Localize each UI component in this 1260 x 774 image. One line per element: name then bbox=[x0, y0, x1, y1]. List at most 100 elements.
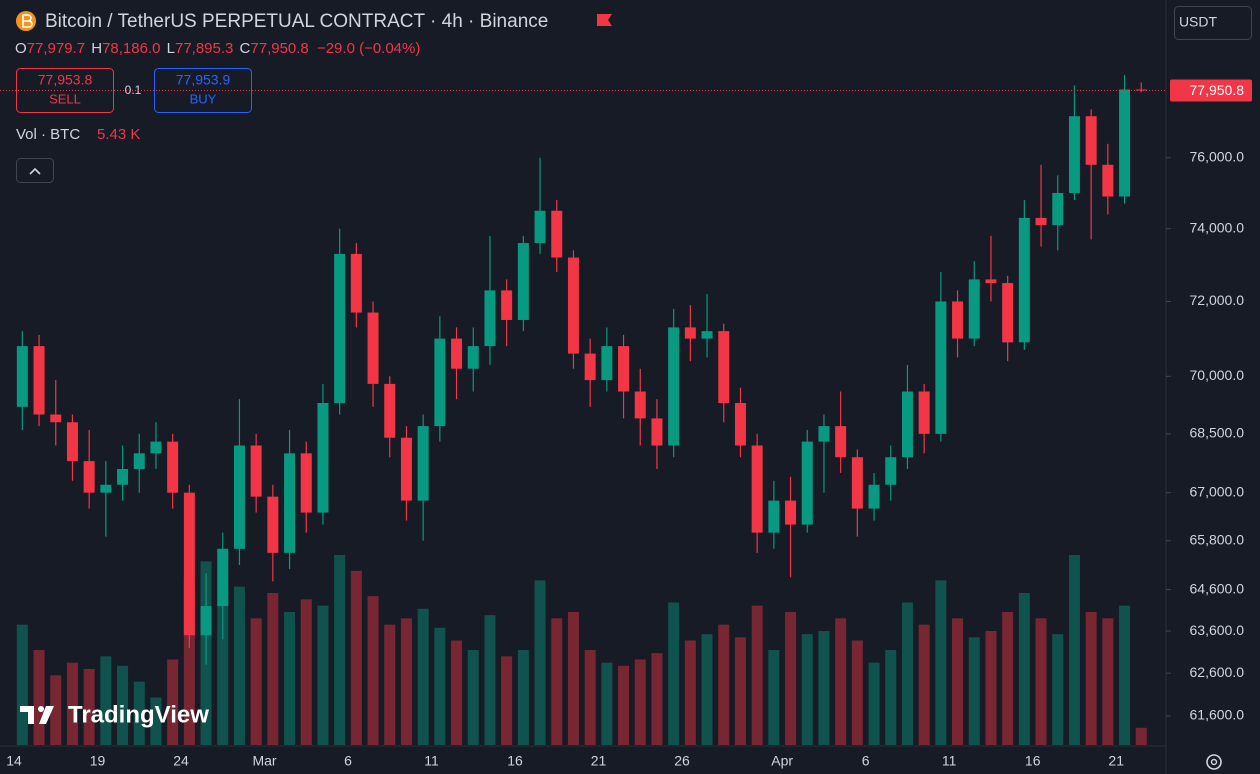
candle-body bbox=[117, 468, 129, 485]
plot-area bbox=[16, 75, 1147, 745]
last-price-box bbox=[1170, 79, 1252, 102]
volume-bar bbox=[317, 605, 329, 745]
candle-body bbox=[935, 301, 947, 434]
volume-bar bbox=[400, 618, 412, 745]
candle-body bbox=[885, 457, 897, 485]
volume-bar bbox=[16, 624, 28, 745]
candle-body bbox=[584, 353, 596, 381]
candle-body bbox=[250, 445, 262, 497]
sell-button[interactable] bbox=[16, 68, 114, 113]
ohlc-label: O bbox=[15, 40, 27, 57]
currency: USDT bbox=[1179, 14, 1218, 30]
symbol-title[interactable]: Bitcoin / TetherUS PERPETUAL CONTRACT · … bbox=[45, 11, 548, 32]
candle-body bbox=[317, 402, 329, 513]
candle-body bbox=[350, 253, 362, 313]
volume-legend: Vol · BTC bbox=[16, 126, 80, 143]
volume-bar bbox=[267, 593, 279, 745]
candle-body bbox=[501, 290, 513, 320]
collapse-button[interactable] bbox=[16, 158, 54, 183]
candle-body bbox=[551, 210, 563, 258]
volume-bar bbox=[601, 662, 613, 745]
volume-bar bbox=[334, 555, 346, 745]
settings-icon bbox=[1210, 758, 1218, 766]
candle-body bbox=[751, 445, 763, 533]
y-tick-label: 70,000.0 bbox=[1190, 367, 1245, 383]
spread: 0.1 bbox=[125, 83, 142, 97]
volume-bar bbox=[501, 656, 513, 745]
currency-button[interactable] bbox=[1174, 6, 1252, 40]
candle-body bbox=[818, 426, 830, 442]
y-tick-label: 68,500.0 bbox=[1190, 425, 1245, 441]
x-tick-label: 21 bbox=[1108, 753, 1124, 769]
ohlc-label: C bbox=[240, 40, 251, 57]
y-tick-label: 76,000.0 bbox=[1190, 148, 1245, 164]
volume-bar bbox=[1052, 634, 1064, 745]
volume-bar bbox=[684, 640, 696, 745]
candle-body bbox=[300, 453, 312, 513]
ohlc-value: 77,895.3 bbox=[175, 40, 233, 57]
volume-bar bbox=[968, 637, 980, 745]
volume-bar bbox=[167, 659, 179, 745]
volume-bar bbox=[734, 637, 746, 745]
volume-bar bbox=[918, 624, 930, 745]
candle-body bbox=[1035, 217, 1047, 226]
settings-icon[interactable] bbox=[1206, 754, 1222, 770]
candle-body bbox=[918, 391, 930, 434]
volume-bar bbox=[818, 631, 830, 745]
candle-body bbox=[484, 290, 496, 347]
volume-bar bbox=[384, 624, 396, 745]
candle-body bbox=[367, 312, 379, 384]
ohlc-value: 77,979.7 bbox=[27, 40, 85, 57]
candle-body bbox=[668, 327, 680, 446]
x-tick-label: 16 bbox=[507, 753, 523, 769]
candle-body bbox=[1018, 217, 1030, 343]
x-tick-label: 26 bbox=[674, 753, 690, 769]
volume-bar bbox=[33, 650, 45, 745]
candle-body bbox=[952, 301, 964, 339]
volume-bar bbox=[751, 605, 763, 745]
volume-bar bbox=[985, 631, 997, 745]
volume-bar bbox=[851, 640, 863, 745]
volume-bar bbox=[434, 627, 446, 745]
x-tick-label: 14 bbox=[6, 753, 22, 769]
candle-body bbox=[1002, 283, 1014, 343]
candle-body bbox=[985, 279, 997, 284]
candle-body bbox=[83, 461, 95, 493]
x-tick-label: Mar bbox=[252, 753, 276, 769]
volume-bar bbox=[1135, 727, 1147, 745]
volume-bar bbox=[117, 665, 129, 745]
candle-body bbox=[901, 391, 913, 458]
candle-body bbox=[835, 426, 847, 458]
x-tick-label: 11 bbox=[424, 753, 439, 769]
logo-mark bbox=[39, 706, 54, 724]
buy-button[interactable] bbox=[154, 68, 252, 113]
volume-bar bbox=[935, 580, 947, 745]
flag[interactable] bbox=[597, 14, 612, 26]
volume-bar bbox=[1085, 612, 1097, 745]
logo-mark bbox=[38, 706, 44, 712]
x-tick-label: 11 bbox=[942, 753, 957, 769]
ohlc-legend: O77,979.7 H78,186.0 L77,895.3 C77,950.8 … bbox=[15, 40, 420, 57]
ohlc-value: 78,186.0 bbox=[102, 40, 160, 57]
volume-bar bbox=[233, 586, 245, 745]
volume-bar bbox=[1102, 618, 1114, 745]
candle-body bbox=[718, 331, 730, 403]
candle-body bbox=[33, 346, 45, 415]
volume-bar bbox=[801, 634, 813, 745]
x-tick-label: 6 bbox=[862, 753, 870, 769]
volume-bar bbox=[350, 570, 362, 745]
candle-body bbox=[1119, 89, 1131, 197]
candle-body bbox=[434, 338, 446, 427]
x-tick-label: 6 bbox=[344, 753, 352, 769]
x-tick-label: 16 bbox=[1025, 753, 1041, 769]
volume-bar bbox=[50, 675, 62, 745]
volume-bar bbox=[284, 612, 296, 745]
y-tick-label: 63,600.0 bbox=[1190, 622, 1245, 638]
candle-body bbox=[517, 243, 529, 320]
candle-body bbox=[601, 346, 613, 381]
candle-body bbox=[567, 257, 579, 354]
buy-price: 77,953.9 bbox=[176, 72, 231, 88]
